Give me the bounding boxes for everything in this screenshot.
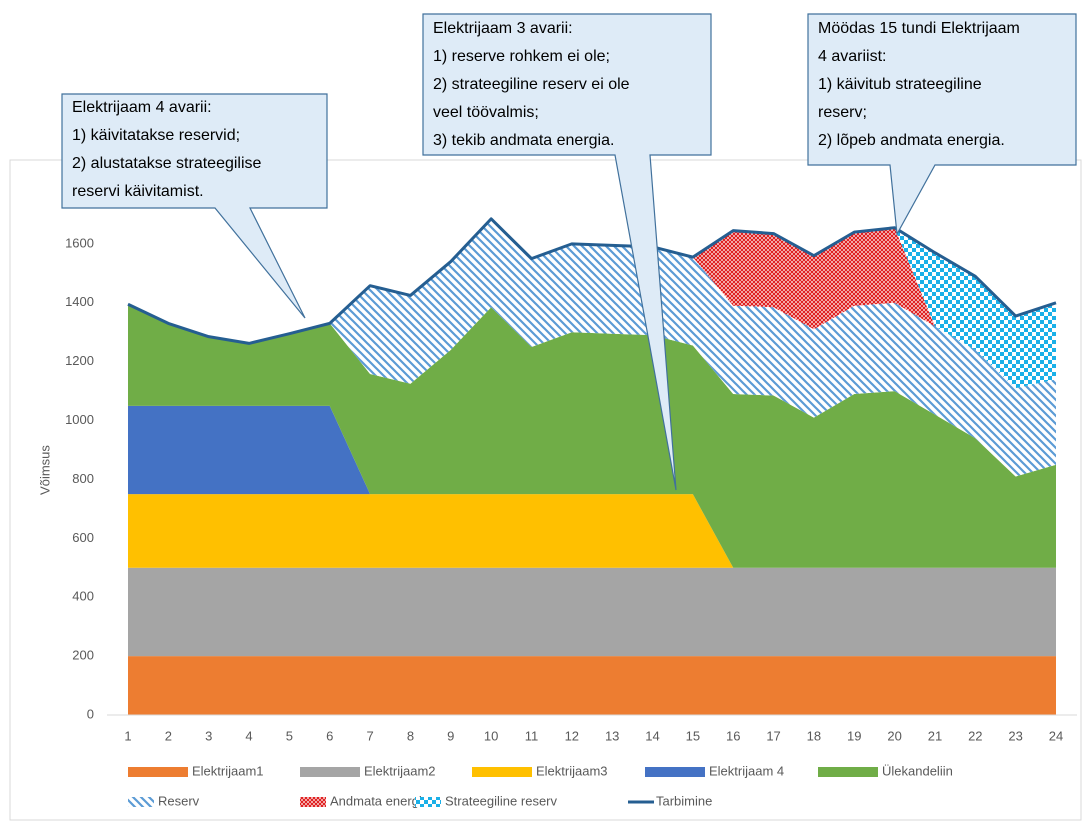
y-tick-label: 1400 xyxy=(65,294,94,309)
legend-swatch xyxy=(818,767,878,777)
legend-label: Elektrijaam3 xyxy=(536,763,608,778)
legend-label: Ülekandeliin xyxy=(882,763,953,778)
area xyxy=(128,218,1056,389)
callout-box xyxy=(807,13,1077,236)
legend-swatch xyxy=(415,797,441,807)
x-tick-label: 8 xyxy=(407,728,414,743)
callout-text: Möödas 15 tundi Elektrijaam xyxy=(818,20,1020,37)
callout: Elektrijaam 4 avarii: 1) käivitatakse res… xyxy=(61,93,328,319)
legend-item: Ülekandeliin xyxy=(818,763,953,778)
y-tick-label: 800 xyxy=(72,471,94,486)
x-tick-label: 12 xyxy=(565,728,579,743)
x-tick-label: 23 xyxy=(1008,728,1022,743)
legend-swatch xyxy=(300,767,360,777)
legend-label: Tarbimine xyxy=(656,793,712,808)
callout-text: 2) alustatakse strateegilise xyxy=(72,155,262,172)
x-tick-label: 1 xyxy=(124,728,131,743)
x-tick-label: 20 xyxy=(887,728,901,743)
callout-text: 1) käivitatakse reservid; xyxy=(72,127,240,144)
callout-text: Elektrijaam 3 avarii: xyxy=(433,20,573,37)
area xyxy=(128,218,1056,477)
x-tick-label: 24 xyxy=(1049,728,1063,743)
legend-label: Elektrijaam1 xyxy=(192,763,264,778)
callout-text: 1) reserve rohkem ei ole; xyxy=(433,48,610,65)
y-tick-label: 1200 xyxy=(65,353,94,368)
y-tick-label: 200 xyxy=(72,648,94,663)
x-tick-label: 22 xyxy=(968,728,982,743)
area xyxy=(128,304,1056,568)
callout-text: 2) lõpeb andmata energia. xyxy=(818,132,1005,149)
y-tick-label: 1600 xyxy=(65,235,94,250)
legend-item: Elektrijaam1 xyxy=(128,763,264,778)
x-tick-label: 17 xyxy=(766,728,780,743)
legend-swatch xyxy=(128,797,154,807)
x-tick-label: 13 xyxy=(605,728,619,743)
callout-text: 2) strateegiline reserv ei ole xyxy=(433,76,630,93)
legend-item: Reserv xyxy=(128,793,200,808)
callout-text: reserv; xyxy=(818,104,867,121)
legend-item: Tarbimine xyxy=(628,793,712,808)
legend-item: Elektrijaam3 xyxy=(472,763,608,778)
area xyxy=(128,567,1056,657)
legend-label: Reserv xyxy=(158,793,200,808)
legend-label: Elektrijaam2 xyxy=(364,763,436,778)
legend-item: Strateegiline reserv xyxy=(415,793,557,808)
legend-label: Andmata energia xyxy=(330,793,430,808)
y-tick-label: 400 xyxy=(72,589,94,604)
legend-item: Andmata energia xyxy=(300,793,430,808)
x-tick-label: 19 xyxy=(847,728,861,743)
x-tick-label: 18 xyxy=(807,728,821,743)
legend-label: Elektrijaam 4 xyxy=(709,763,784,778)
legend-swatch xyxy=(128,767,188,777)
area xyxy=(128,494,1056,568)
callout-text: reservi käivitamist. xyxy=(72,183,204,200)
callout: Elektrijaam 3 avarii: 1) reserve rohkem e… xyxy=(422,13,712,491)
x-tick-label: 14 xyxy=(645,728,659,743)
y-tick-label: 600 xyxy=(72,530,94,545)
x-tick-label: 5 xyxy=(286,728,293,743)
x-tick-label: 15 xyxy=(686,728,700,743)
callout-text: Elektrijaam 4 avarii: xyxy=(72,99,212,116)
callout: Möödas 15 tundi Elektrijaam 4 avariist: 1)… xyxy=(807,13,1077,236)
x-tick-label: 16 xyxy=(726,728,740,743)
y-axis-label: Võimsus xyxy=(37,445,52,495)
callout-box xyxy=(422,13,712,491)
callout-text: 1) käivitub strateegiline xyxy=(818,76,982,93)
x-tick-label: 4 xyxy=(245,728,252,743)
area xyxy=(128,405,1056,568)
legend-swatch xyxy=(300,797,326,807)
legend-swatch xyxy=(472,767,532,777)
x-tick-label: 3 xyxy=(205,728,212,743)
callout-text: 3) tekib andmata energia. xyxy=(433,132,614,149)
x-tick-label: 7 xyxy=(366,728,373,743)
callout-box xyxy=(61,93,328,319)
callout-text: veel töövalmis; xyxy=(433,104,539,121)
line xyxy=(127,217,1057,345)
legend-swatch xyxy=(645,767,705,777)
legend-item: Elektrijaam2 xyxy=(300,763,436,778)
y-tick-label: 0 xyxy=(87,706,94,721)
area xyxy=(128,656,1056,715)
x-tick-label: 2 xyxy=(165,728,172,743)
y-tick-label: 1000 xyxy=(65,412,94,427)
legend-item: Elektrijaam 4 xyxy=(645,763,784,778)
x-tick-label: 6 xyxy=(326,728,333,743)
x-tick-label: 11 xyxy=(525,728,539,743)
callout-text: 4 avariist: xyxy=(818,48,886,65)
x-tick-label: 9 xyxy=(447,728,454,743)
legend-label: Strateegiline reserv xyxy=(445,793,557,808)
x-tick-label: 10 xyxy=(484,728,498,743)
x-tick-label: 21 xyxy=(928,728,942,743)
